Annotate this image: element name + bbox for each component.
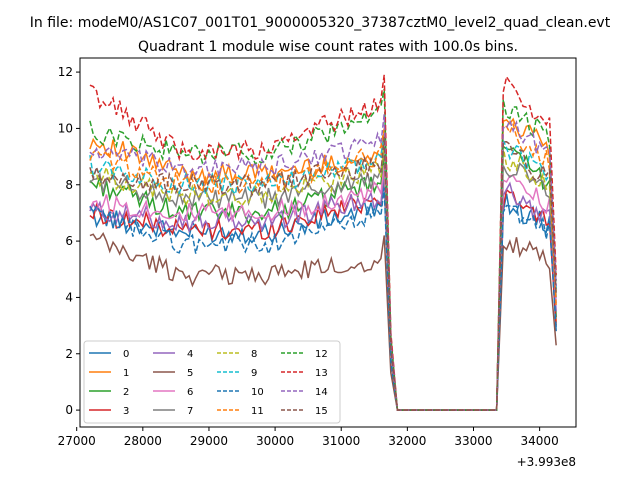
legend-label-9: 9 bbox=[251, 368, 257, 379]
chart-title: Quadrant 1 module wise count rates with … bbox=[138, 39, 518, 55]
series-line-5 bbox=[89, 231, 557, 411]
legend-label-11: 11 bbox=[251, 406, 264, 417]
legend-label-5: 5 bbox=[187, 368, 193, 379]
y-tick-label: 12 bbox=[58, 65, 73, 79]
y-tick-label: 10 bbox=[58, 121, 73, 135]
series-layer bbox=[89, 74, 557, 411]
x-tick-label: 29000 bbox=[190, 434, 228, 448]
legend-label-14: 14 bbox=[315, 387, 328, 398]
x-tick-label: 27000 bbox=[58, 434, 96, 448]
legend-label-10: 10 bbox=[251, 387, 264, 398]
x-offset-label: +3.993e8 bbox=[517, 455, 576, 469]
y-tick-label: 0 bbox=[65, 403, 73, 417]
y-tick-label: 8 bbox=[65, 178, 73, 192]
x-tick-label: 33000 bbox=[454, 434, 492, 448]
plot-frame bbox=[79, 57, 577, 428]
legend-label-4: 4 bbox=[187, 349, 193, 360]
x-tick-label: 28000 bbox=[124, 434, 162, 448]
legend-label-15: 15 bbox=[315, 406, 328, 417]
series-line-12 bbox=[89, 88, 557, 411]
x-axis: 27000 28000 29000 30000 31000 32000 33000 34000 bbox=[58, 427, 559, 448]
x-tick-label: 30000 bbox=[256, 434, 294, 448]
legend-label-1: 1 bbox=[123, 368, 129, 379]
legend-label-13: 13 bbox=[315, 368, 328, 379]
legend-label-8: 8 bbox=[251, 349, 257, 360]
series-line-10 bbox=[89, 187, 557, 411]
legend-label-3: 3 bbox=[123, 406, 129, 417]
x-tick-label: 32000 bbox=[388, 434, 426, 448]
x-tick-label: 34000 bbox=[521, 434, 559, 448]
x-tick-label: 31000 bbox=[322, 434, 360, 448]
legend-label-12: 12 bbox=[315, 349, 328, 360]
y-tick-label: 6 bbox=[65, 234, 73, 248]
series-line-14 bbox=[89, 114, 557, 411]
y-tick-label: 2 bbox=[65, 347, 73, 361]
legend-label-7: 7 bbox=[187, 406, 193, 417]
legend-label-0: 0 bbox=[123, 349, 129, 360]
legend-label-2: 2 bbox=[123, 387, 129, 398]
chart-suptitle: In file: modeM0/AS1C07_001T01_9000005320… bbox=[30, 15, 611, 31]
legend-label-6: 6 bbox=[187, 387, 193, 398]
legend-box bbox=[83, 340, 341, 424]
series-line-15 bbox=[89, 136, 557, 411]
y-axis: 0 2 4 6 8 10 12 bbox=[58, 65, 80, 417]
y-tick-label: 4 bbox=[65, 290, 73, 304]
series-line-8 bbox=[89, 142, 557, 411]
